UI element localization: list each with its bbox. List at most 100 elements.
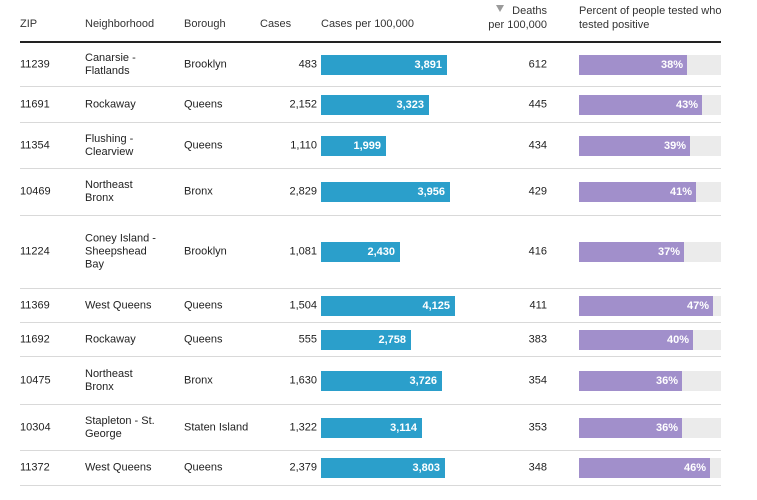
percent-positive-label: 47% <box>686 299 709 312</box>
zip-cell: 11224 <box>20 245 50 258</box>
cases-cell: 1,322 <box>289 421 317 433</box>
percent-positive-label: 41% <box>669 186 692 198</box>
neighborhood-cell: Stapleton - St. George <box>85 414 155 440</box>
percent-positive-label: 36% <box>655 374 678 387</box>
zip-cell: 11372 <box>20 461 50 474</box>
neighborhood-cell: West Queens <box>85 299 152 311</box>
percent-positive-label: 40% <box>666 333 689 346</box>
deaths-per-100k-cell: 411 <box>529 299 547 311</box>
deaths-per-100k-cell: 445 <box>528 98 547 110</box>
table-row: 11691 Rockaway Queens 2,152 3,323 445 43% <box>20 87 721 123</box>
zip-cell: 10469 <box>20 185 51 198</box>
neighborhood-cell: Coney Island - Sheepshead Bay <box>85 232 156 271</box>
table-row: 11354 Flushing - Clearview Queens 1,110 1,99… <box>20 123 721 169</box>
percent-positive-bar: 36% <box>579 417 682 438</box>
header-divider <box>20 41 721 43</box>
borough-cell: Brooklyn <box>184 245 227 258</box>
cases-per-100k-label: 3,891 <box>414 58 442 71</box>
percent-positive-bar: 43% <box>579 94 702 115</box>
cases-per-100k-bar: 3,323 <box>321 94 429 115</box>
header-borough[interactable]: Borough <box>184 18 226 30</box>
percent-positive-track: 40% <box>579 329 721 350</box>
percent-positive-bar: 46% <box>579 458 710 478</box>
borough-cell: Queens <box>184 139 223 151</box>
cases-cell: 483 <box>298 58 317 70</box>
neighborhood-cell: West Queens <box>85 461 152 474</box>
cases-per-100k-bar: 2,758 <box>321 329 411 350</box>
zip-cell: 11239 <box>20 58 50 70</box>
borough-cell: Queens <box>184 299 223 311</box>
percent-positive-bar: 47% <box>579 295 713 316</box>
borough-cell: Staten Island <box>184 421 249 433</box>
table-row: 10304 Stapleton - St. George Staten Island… <box>20 405 721 451</box>
neighborhood-cell: Flushing - Clearview <box>85 132 134 158</box>
neighborhood-cell: Canarsie - Flatlands <box>85 51 136 77</box>
percent-positive-bar: 39% <box>579 135 690 156</box>
cases-per-100k-label: 3,114 <box>390 421 417 434</box>
header-deaths-line2: per 100,000 <box>488 19 547 31</box>
zip-cell: 11369 <box>20 299 50 311</box>
neighborhood-cell: Northeast Bronx <box>85 179 133 204</box>
percent-positive-track: 46% <box>579 458 721 478</box>
percent-positive-track: 36% <box>579 417 721 438</box>
borough-cell: Bronx <box>184 185 213 198</box>
deaths-per-100k-cell: 348 <box>528 461 547 474</box>
neighborhood-cell: Northeast Bronx <box>85 367 133 393</box>
cases-per-100k-label: 3,956 <box>417 186 445 198</box>
percent-positive-label: 36% <box>655 421 678 434</box>
table-row: 11692 Rockaway Queens 555 2,758 383 40% <box>20 323 721 357</box>
cases-per-100k-bar: 3,891 <box>321 54 447 75</box>
cases-cell: 555 <box>298 333 317 345</box>
percent-positive-bar: 40% <box>579 329 693 350</box>
table-row: 11369 West Queens Queens 1,504 4,125 411 47% <box>20 289 721 323</box>
deaths-per-100k-cell: 416 <box>528 245 547 258</box>
table-row: 11224 Coney Island - Sheepshead Bay Brookl… <box>20 216 721 289</box>
header-cases[interactable]: Cases <box>260 18 292 30</box>
percent-positive-label: 46% <box>683 462 706 474</box>
zip-cell: 11692 <box>20 333 50 345</box>
percent-positive-track: 47% <box>579 295 721 316</box>
zip-cell: 10304 <box>20 421 51 433</box>
neighborhood-cell: Rockaway <box>85 98 136 110</box>
percent-positive-bar: 38% <box>579 54 687 75</box>
cases-cell: 1,110 <box>290 139 317 151</box>
header-deaths-line1: Deaths <box>512 5 547 17</box>
sort-descending-icon[interactable] <box>496 5 504 12</box>
percent-positive-track: 38% <box>579 54 721 75</box>
percent-positive-track: 41% <box>579 182 721 202</box>
cases-cell: 1,504 <box>289 299 317 311</box>
cases-per-100k-bar: 1,999 <box>321 135 386 156</box>
deaths-per-100k-cell: 429 <box>528 185 547 198</box>
header-zip[interactable]: ZIP <box>20 18 38 30</box>
cases-per-100k-bar: 4,125 <box>321 295 455 316</box>
cases-per-100k-label: 3,726 <box>409 374 437 387</box>
header-deaths-per-100k[interactable]: Deaths per 100,000 <box>480 4 547 32</box>
zip-cell: 10475 <box>20 374 51 386</box>
header-neighborhood[interactable]: Neighborhood <box>85 18 155 30</box>
neighborhood-cell: Rockaway <box>85 333 136 345</box>
cases-cell: 1,630 <box>289 374 317 386</box>
header-percent-line1: Percent of people tested who <box>579 5 722 17</box>
header-cases-per-100k[interactable]: Cases per 100,000 <box>321 18 414 30</box>
percent-positive-bar: 37% <box>579 242 684 262</box>
percent-positive-label: 37% <box>657 246 680 258</box>
cases-per-100k-bar: 3,803 <box>321 458 445 478</box>
cases-per-100k-label: 3,323 <box>396 98 424 111</box>
deaths-per-100k-cell: 383 <box>528 333 547 345</box>
borough-cell: Queens <box>184 98 223 110</box>
percent-positive-label: 43% <box>675 98 698 111</box>
deaths-per-100k-cell: 354 <box>528 374 547 386</box>
borough-cell: Queens <box>184 461 223 474</box>
cases-per-100k-bar: 3,114 <box>321 417 422 438</box>
deaths-per-100k-cell: 612 <box>528 58 547 70</box>
percent-positive-track: 37% <box>579 242 721 262</box>
percent-positive-bar: 41% <box>579 182 696 202</box>
cases-cell: 1,081 <box>289 245 317 258</box>
header-percent-positive[interactable]: Percent of people tested who tested posi… <box>579 4 721 32</box>
zip-cell: 11691 <box>20 98 50 110</box>
table-row: 11372 West Queens Queens 2,379 3,803 348 46% <box>20 451 721 486</box>
cases-per-100k-label: 3,803 <box>412 462 440 474</box>
percent-positive-label: 39% <box>663 139 686 152</box>
cases-cell: 2,152 <box>289 98 317 110</box>
